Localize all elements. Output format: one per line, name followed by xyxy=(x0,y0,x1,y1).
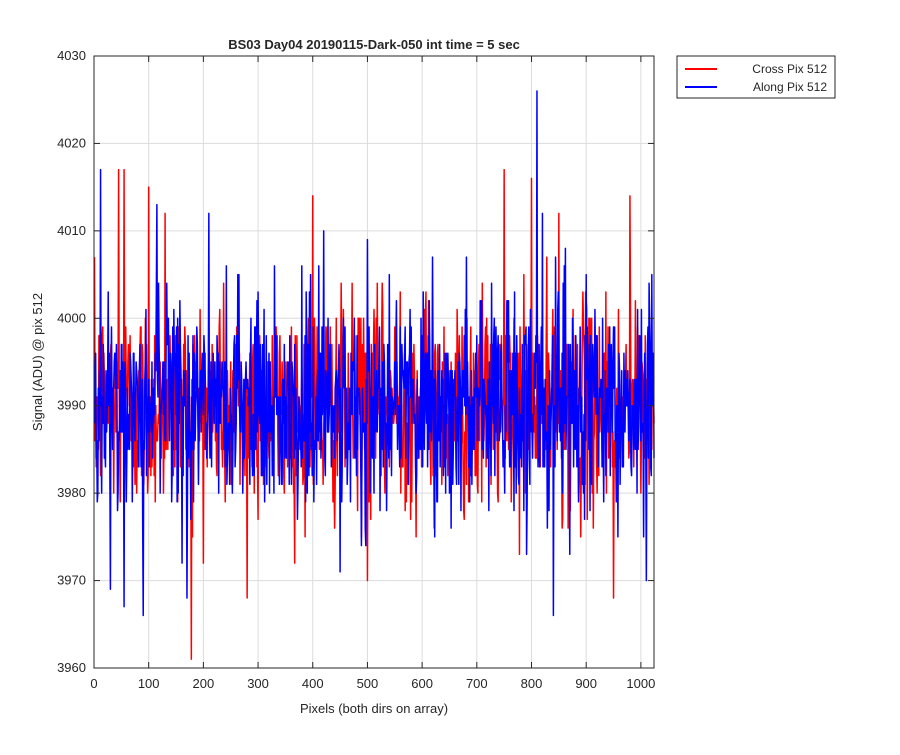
y-axis-label: Signal (ADU) @ pix 512 xyxy=(30,293,45,431)
legend-label-1: Cross Pix 512 xyxy=(752,62,827,76)
x-tick-label: 0 xyxy=(90,676,97,691)
y-tick-label: 3970 xyxy=(57,573,86,588)
legend: Cross Pix 512 Along Pix 512 xyxy=(676,55,836,99)
y-tick-label: 3990 xyxy=(57,398,86,413)
x-tick-label: 1000 xyxy=(626,676,655,691)
x-tick-label: 300 xyxy=(247,676,269,691)
x-tick-label: 500 xyxy=(357,676,379,691)
y-tick-label: 3980 xyxy=(57,485,86,500)
y-tick-label: 4010 xyxy=(57,223,86,238)
plot-lines xyxy=(93,90,655,661)
legend-label-2: Along Pix 512 xyxy=(753,80,827,94)
y-tick-label: 4020 xyxy=(57,135,86,150)
chart-title: BS03 Day04 20190115-Dark-050 int time = … xyxy=(228,37,520,52)
y-tick-label: 4030 xyxy=(57,48,86,63)
x-tick-label: 200 xyxy=(193,676,215,691)
y-tick-label: 4000 xyxy=(57,310,86,325)
x-tick-label: 100 xyxy=(138,676,160,691)
x-axis-label: Pixels (both dirs on array) xyxy=(300,701,448,716)
x-tick-label: 800 xyxy=(521,676,543,691)
x-tick-label: 400 xyxy=(302,676,324,691)
y-tick-label: 3960 xyxy=(57,660,86,675)
plot-frame xyxy=(93,55,655,669)
legend-box xyxy=(676,55,836,99)
ticks: 0 100 200 300 400 500 600 700 800 900 1000 3960 3970… xyxy=(57,48,655,691)
x-tick-label: 600 xyxy=(411,676,433,691)
series-line-2 xyxy=(93,90,655,617)
x-tick-label: 900 xyxy=(575,676,597,691)
x-tick-label: 700 xyxy=(466,676,488,691)
